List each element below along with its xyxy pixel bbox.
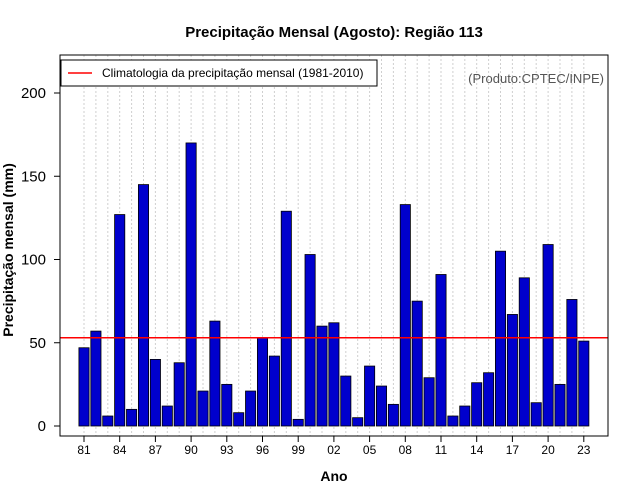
bar-98	[280, 210, 292, 427]
x-tick-label: 23	[577, 443, 591, 457]
bar-01	[316, 325, 328, 427]
bar-95	[245, 390, 257, 427]
x-tick-label: 96	[256, 443, 270, 457]
bar-08	[399, 204, 411, 427]
y-axis: 0 50 100 150 200	[21, 85, 60, 435]
bar-89	[173, 362, 185, 427]
legend-box	[60, 59, 378, 87]
y-tick-label: 150	[21, 168, 46, 185]
bar-11	[435, 274, 447, 427]
bar-15	[483, 372, 495, 427]
bar-23	[578, 340, 590, 427]
bar-19	[530, 402, 542, 427]
y-axis-label: Precipitação mensal (mm)	[0, 163, 16, 337]
bar-88	[161, 405, 173, 427]
x-tick-label: 11	[435, 443, 448, 457]
bar-12	[447, 415, 459, 427]
bar-91	[197, 390, 209, 427]
x-tick-label: 99	[292, 443, 306, 457]
bar-05	[364, 365, 376, 427]
x-tick-label: 90	[184, 443, 198, 457]
chart-title: Precipitação Mensal (Agosto): Região 113	[185, 24, 483, 41]
credit-text: (Produto:CPTEC/INPE)	[468, 71, 604, 86]
bar-13	[459, 405, 471, 427]
x-tick-label: 17	[506, 443, 520, 457]
bar-93	[221, 383, 233, 427]
bar-03	[340, 375, 352, 427]
x-tick-label: 84	[113, 443, 127, 457]
bar-18	[518, 277, 530, 427]
x-axis: 81 84 87 90 93 96 99 02 05 08 11 14 17 20 23	[77, 436, 591, 457]
y-tick-label: 0	[38, 418, 46, 435]
legend: Climatologia da precipitação mensal (198…	[60, 59, 378, 87]
bar-00	[304, 254, 316, 427]
bar-81	[78, 347, 90, 427]
bar-92	[209, 320, 221, 427]
bar-82	[90, 330, 102, 427]
x-axis-label: Ano	[320, 468, 347, 484]
x-tick-label: 87	[149, 443, 163, 457]
bar-84	[114, 214, 126, 427]
bar-96	[256, 337, 268, 427]
bar-83	[102, 415, 114, 427]
y-tick-label: 50	[29, 335, 46, 352]
bar-90	[185, 142, 197, 427]
bar-02	[328, 322, 340, 427]
bar-series	[78, 142, 590, 427]
bar-99	[292, 418, 304, 427]
bar-17	[506, 314, 518, 427]
bar-21	[554, 383, 566, 427]
bar-22	[566, 299, 578, 427]
bar-09	[411, 300, 423, 427]
x-tick-label: 02	[327, 443, 341, 457]
x-tick-label: 20	[541, 443, 555, 457]
bar-20	[542, 244, 554, 427]
x-tick-label: 14	[470, 443, 484, 457]
bar-97	[268, 355, 280, 427]
y-tick-label: 200	[21, 85, 46, 102]
x-tick-label: 08	[399, 443, 413, 457]
bar-06	[375, 385, 387, 427]
bar-07	[387, 403, 399, 427]
bar-94	[233, 412, 245, 427]
legend-label: Climatologia da precipitação mensal (198…	[102, 66, 363, 80]
bar-14	[471, 382, 483, 427]
bar-16	[494, 250, 506, 427]
x-tick-label: 81	[77, 443, 91, 457]
bar-04	[352, 417, 364, 427]
x-tick-label: 93	[220, 443, 234, 457]
bar-85	[126, 408, 138, 427]
y-tick-label: 100	[21, 252, 46, 269]
bar-87	[149, 358, 161, 427]
bar-10	[423, 377, 435, 427]
x-tick-label: 05	[363, 443, 377, 457]
bar-86	[137, 184, 149, 427]
